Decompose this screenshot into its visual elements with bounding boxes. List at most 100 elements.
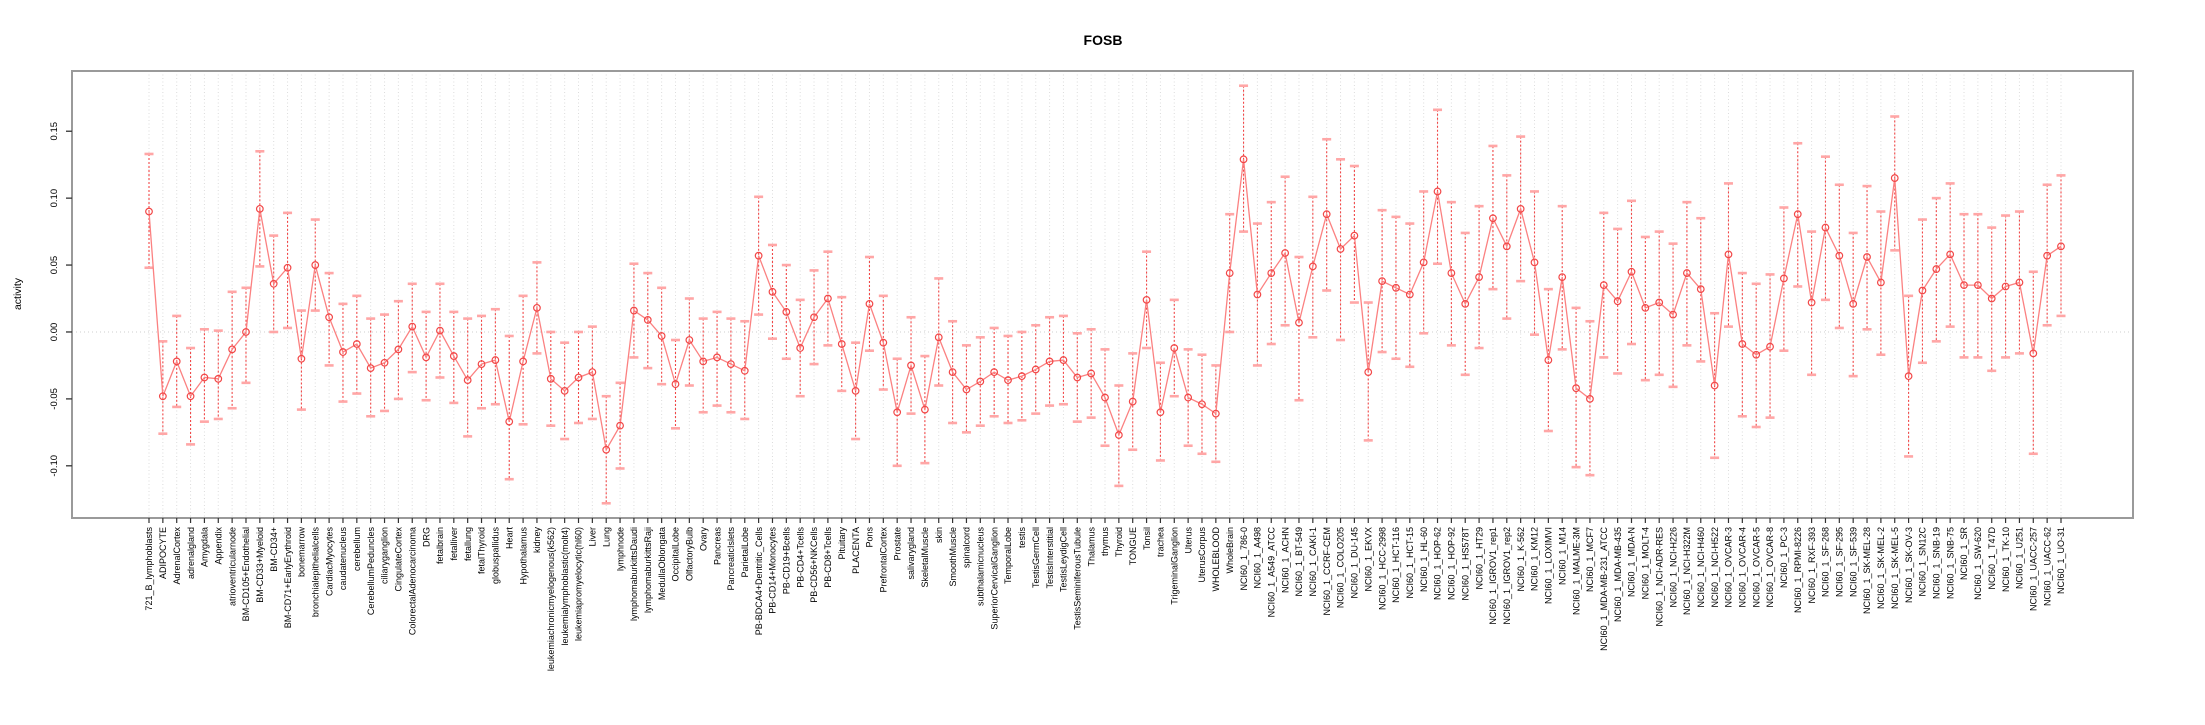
x-axis-label: cerebellum	[352, 527, 362, 571]
y-axis-tick-label: 0.00	[49, 323, 60, 342]
data-point	[1378, 277, 1387, 286]
data-point	[1904, 372, 1913, 381]
x-axis-label: Lung	[601, 527, 611, 547]
data-point	[1696, 285, 1705, 294]
x-axis-label: fetalbrain	[435, 527, 445, 564]
data-point	[740, 366, 749, 375]
x-axis-label: NCI60_1_MOLT-4	[1641, 527, 1651, 599]
x-axis-label: lymphnode	[615, 527, 625, 571]
x-axis-label: SuperiorCervicalGanglion	[989, 527, 999, 630]
x-axis-label: NCI60_1_CAKI-1	[1308, 527, 1318, 597]
x-axis-label: TestisInterstitial	[1045, 527, 1055, 589]
data-point	[1960, 281, 1968, 290]
x-axis-label: kidney	[532, 527, 542, 554]
x-axis-label: TestisGermCell	[1031, 527, 1041, 588]
data-point	[1669, 310, 1677, 319]
data-point	[1710, 381, 1719, 390]
data-point	[1932, 265, 1941, 273]
data-point	[934, 333, 943, 342]
data-point	[1059, 356, 1068, 364]
x-axis-label: NCI60_1_NCI-ADR-RES	[1654, 527, 1664, 627]
x-axis-label: trachea	[1156, 527, 1166, 557]
data-point	[643, 316, 652, 324]
x-axis-label: NCI60_1_ACHN	[1280, 527, 1290, 593]
data-layer	[144, 84, 2066, 505]
x-axis-label: NCI60_1_SF-268	[1821, 527, 1831, 597]
data-point	[186, 392, 195, 401]
data-point	[1586, 394, 1594, 403]
data-point	[352, 340, 361, 348]
x-axis-label: NCI60_1_SNB-19	[1932, 527, 1942, 599]
x-axis-label: WHOLEBLOOD	[1211, 527, 1221, 592]
data-point	[1114, 431, 1123, 439]
data-point	[837, 340, 846, 348]
data-point	[851, 386, 860, 395]
data-point	[1405, 290, 1414, 299]
data-point	[283, 263, 292, 272]
x-axis-label: leukemiapromyelocytic(hl60)	[574, 527, 584, 641]
data-point	[1683, 269, 1691, 277]
data-point	[1281, 249, 1290, 257]
data-point	[1530, 258, 1539, 267]
x-axis-label: Prostate	[892, 527, 902, 561]
y-axis-tick-label: 0.10	[49, 189, 60, 208]
x-axis-label: NCI60_1_A498	[1253, 527, 1263, 589]
x-axis-label: NCI60_1_HS578T	[1460, 527, 1470, 601]
x-axis-label: NCI60_1_SK-OV-3	[1904, 527, 1914, 603]
y-axis-label: activity	[12, 277, 24, 310]
x-axis-label: thymus	[1100, 527, 1110, 557]
data-point	[893, 408, 902, 417]
data-point	[491, 356, 500, 364]
data-point	[1308, 262, 1317, 271]
data-point	[1392, 283, 1400, 292]
x-axis-label: NCI60_1_SF-539	[1848, 527, 1858, 597]
data-point	[1987, 294, 1996, 303]
data-point	[158, 392, 167, 401]
data-point	[1004, 376, 1012, 385]
x-axis-label: TestisLeydigCell	[1059, 527, 1069, 592]
data-point	[1267, 269, 1276, 277]
x-axis-label: NCI60_1_U251	[2015, 527, 2025, 589]
data-point	[907, 361, 915, 370]
x-axis-label: NCI60_1_CCRF-CEM	[1322, 527, 1332, 616]
data-point	[1045, 357, 1054, 366]
data-point	[366, 364, 375, 373]
x-axis-label: caudatenucleus	[338, 527, 348, 591]
data-point	[477, 360, 486, 368]
x-axis-label: Liver	[588, 527, 598, 547]
data-point	[394, 345, 403, 354]
axis-layer: -0.10 -0.05 0.00 0.05 0.10 0.15 721_B_lymphobl…	[49, 122, 2066, 671]
data-point	[1156, 408, 1165, 417]
x-axis-label: NCI60_1_K-562	[1516, 527, 1526, 592]
x-axis-label: NCI60_1_HOP-62	[1433, 527, 1443, 600]
x-axis-label: OccipitalLobe	[671, 527, 681, 582]
x-axis-label: NCI60_1_SK-MEL-2	[1876, 527, 1886, 609]
data-point	[2029, 349, 2038, 358]
data-point	[1516, 204, 1525, 213]
data-point	[228, 345, 237, 354]
x-axis-label: DRG	[421, 527, 431, 547]
x-axis-label: NCI60_1_MDA-N	[1627, 527, 1637, 597]
data-point	[699, 357, 708, 366]
x-axis-label: NCI60_1_EKVX	[1363, 527, 1373, 592]
data-point	[1655, 298, 1664, 307]
data-point	[1489, 214, 1497, 223]
x-axis-label: NCI60_1_HCT-116	[1391, 527, 1401, 603]
x-axis-label: BM-CD34+	[269, 527, 279, 572]
x-axis-label: UterusCorpus	[1197, 527, 1207, 583]
data-point	[1350, 231, 1359, 240]
data-point	[2057, 242, 2065, 251]
x-axis-label: Thalamus	[1086, 527, 1096, 567]
data-point	[1890, 174, 1899, 182]
data-point	[1419, 258, 1428, 267]
data-point	[616, 421, 624, 430]
data-point	[1599, 281, 1608, 290]
x-axis-label: PB-CD56+NKCells	[809, 527, 819, 603]
data-point	[810, 313, 818, 322]
data-point	[1876, 278, 1885, 287]
data-point	[1211, 409, 1220, 418]
x-axis-label: NCI60_1_COLO205	[1336, 527, 1346, 608]
y-axis-tick-label: -0.10	[49, 455, 60, 477]
x-axis-label: NCI60_1_DU-145	[1350, 527, 1360, 599]
data-point	[1918, 286, 1927, 295]
